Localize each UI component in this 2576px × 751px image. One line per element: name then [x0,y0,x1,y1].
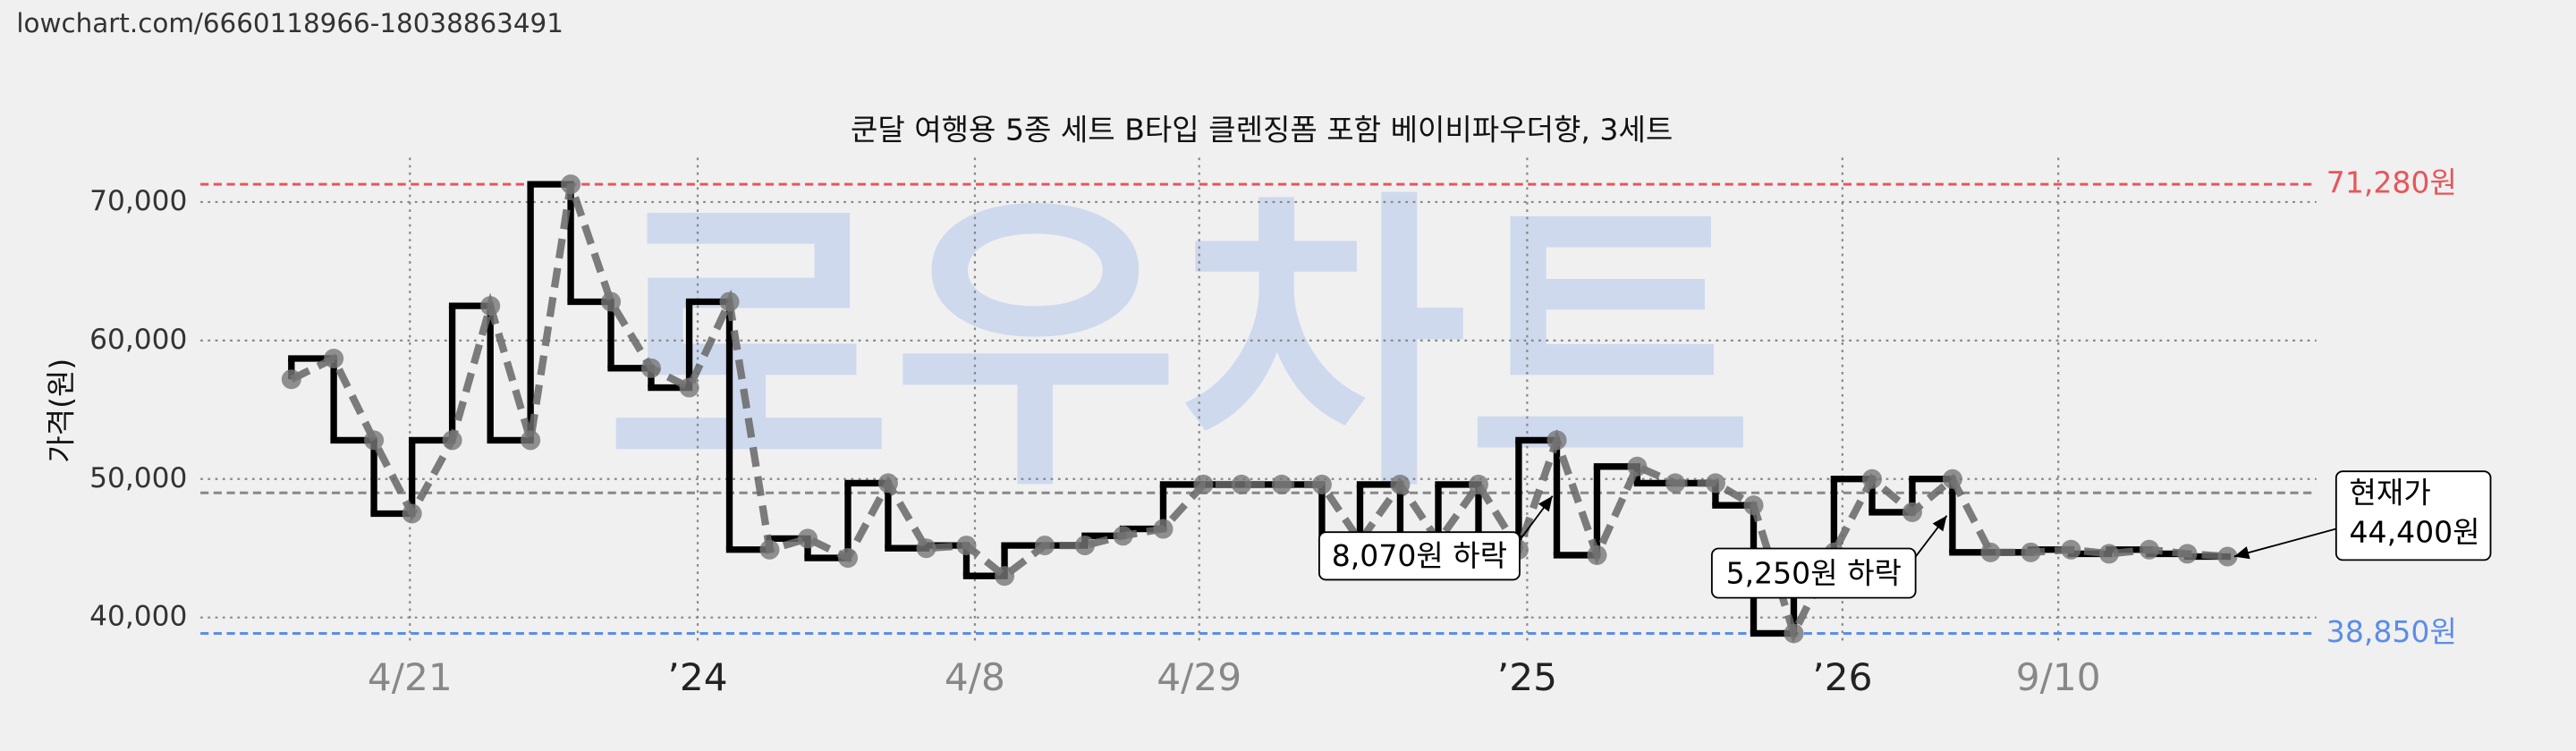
point [1705,473,1725,494]
point [364,430,385,451]
point [798,528,818,549]
y-tick-label: 50,000 [89,462,187,494]
annotation-box [1710,547,1917,599]
point [1153,519,1174,539]
current-arrowhead [2233,546,2250,560]
point [995,566,1015,586]
point [1193,474,1214,494]
point [719,291,740,312]
point [480,296,501,316]
y-axis-label: 가격(원) [43,359,78,463]
point [2139,539,2159,560]
point [1113,526,1133,546]
point [402,503,422,524]
point [877,473,898,494]
point [916,538,936,559]
point [324,348,344,369]
point [1271,474,1292,494]
chart-title: 쿤달 여행용 5종 세트 B타입 클렌징폼 포함 베이비파우더향, 3세트 [851,112,1673,147]
point [1074,536,1095,556]
point [1902,502,1922,522]
point [521,430,541,451]
point [1743,495,1764,516]
annotation-text: 8,070원 하락 [1332,538,1507,573]
x-tick-label: 4/29 [1157,655,1241,699]
point [1980,542,2001,562]
reference-label: 38,850원 [2326,614,2457,649]
y-tick-label: 70,000 [89,185,187,217]
point [281,369,301,390]
x-tick-label: 4/8 [945,655,1005,699]
x-tick-label: ’24 [667,655,727,699]
reference-label: 71,280원 [2326,165,2457,200]
point [2177,544,2198,564]
point [1627,456,1648,477]
point [1468,474,1488,494]
annotation-text: 5,250원 하락 [1726,555,1902,590]
url: lowchart.com/6660118966-18038863491 [16,8,564,38]
trend-line [289,182,2228,644]
point [601,291,622,312]
point [442,430,462,451]
point [1861,468,1883,489]
point [837,548,859,569]
point [1546,430,1567,451]
y-tick-label: 40,000 [89,601,187,633]
point [1587,544,1607,565]
point [561,174,581,195]
x-tick-label: 4/21 [368,655,453,699]
point [1942,468,1962,489]
point [1784,623,1804,644]
point [2098,544,2119,564]
x-tick-label: ’26 [1812,655,1872,699]
current-label: 현재가 [2350,475,2431,510]
watermark: 로우차트 [606,166,1754,529]
point [1034,536,1055,556]
annotation-arrowhead [1932,515,1947,532]
point [1665,473,1686,494]
point [2021,542,2041,562]
point [956,536,977,556]
x-tick-label: 9/10 [2016,655,2101,699]
y-tick-label: 60,000 [89,324,187,356]
point [1231,474,1252,494]
current-arrow [2233,527,2337,558]
point [2061,539,2081,560]
annotation-box [1318,531,1521,581]
point [759,539,780,560]
point [640,358,661,378]
point [1390,474,1411,494]
x-tick-label: ’25 [1497,655,1557,699]
point [1311,474,1332,494]
annotation-arrowhead [1538,495,1553,512]
point [679,377,699,398]
current-value: 44,400원 [2350,514,2480,549]
current-box [2334,470,2492,561]
point [2217,546,2238,567]
